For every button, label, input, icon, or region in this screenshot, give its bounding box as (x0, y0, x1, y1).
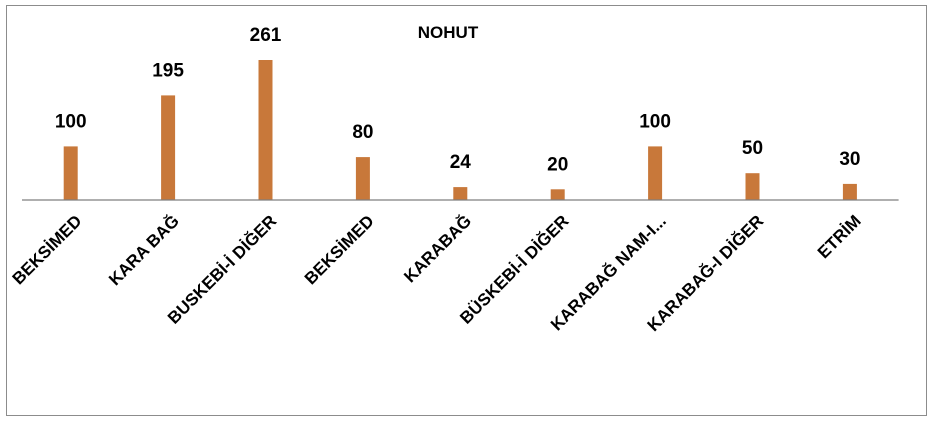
bar (648, 146, 663, 200)
chart-frame (6, 5, 927, 416)
bar (355, 157, 370, 200)
data-label: 50 (742, 138, 763, 159)
data-label: 195 (152, 60, 184, 81)
bars-group (63, 60, 857, 200)
bar (550, 189, 565, 200)
bar (842, 183, 857, 200)
x-tick-label: KARA BAĞ (105, 211, 183, 289)
chart-title: NOHUT (418, 23, 479, 42)
bar (453, 187, 468, 200)
bar (745, 173, 760, 200)
x-tick-label: BÜSKEBİ-İ DİĞER (456, 211, 572, 327)
bar (258, 60, 273, 200)
data-labels-group: 100 195 261 80 24 20 100 50 30 (55, 25, 861, 175)
x-tick-label: KARABAĞ (400, 211, 475, 286)
x-tick-label: BEKSİMED (9, 211, 86, 288)
data-label: 20 (547, 154, 568, 175)
x-tick-label: BUSKEBİ-İ DİĞER (164, 211, 280, 327)
data-label: 24 (450, 152, 472, 173)
data-label: 261 (250, 25, 282, 46)
bar (63, 146, 78, 200)
data-label: 80 (352, 122, 373, 143)
data-label: 100 (55, 111, 87, 132)
bar (161, 95, 176, 200)
x-tick-label: BEKSİMED (301, 211, 378, 288)
x-tick-label: ETRİM (814, 211, 865, 262)
data-label: 30 (839, 149, 860, 170)
data-label: 100 (639, 111, 671, 132)
